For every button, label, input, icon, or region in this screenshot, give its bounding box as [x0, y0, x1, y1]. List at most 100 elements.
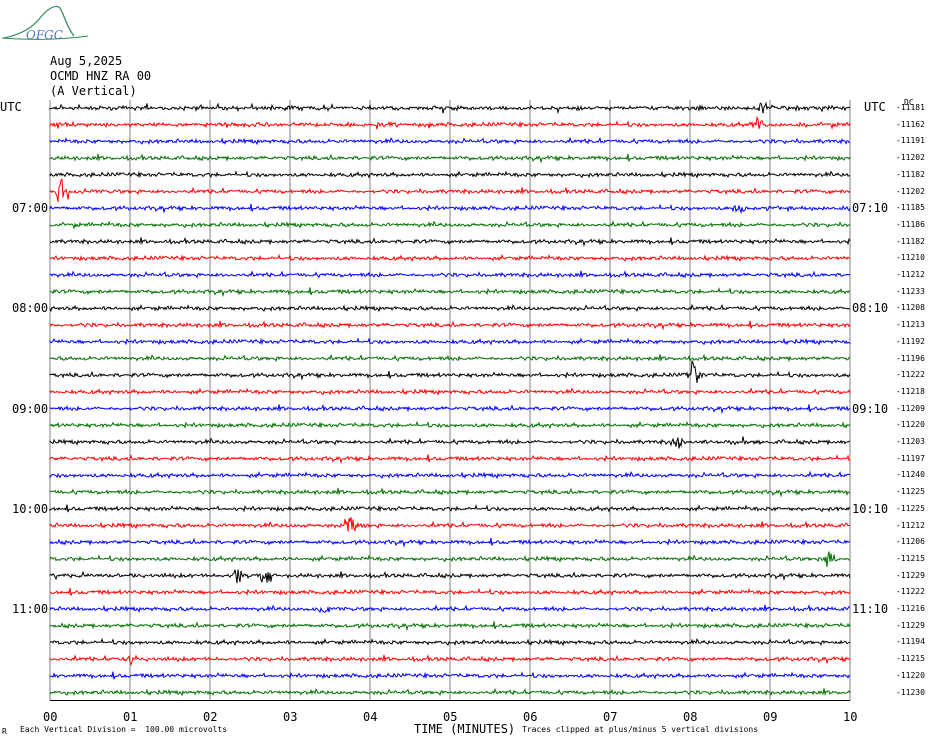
- trace-bias-label: -11197: [896, 453, 925, 463]
- trace-line-27: [49, 551, 851, 568]
- trace-bias-label: -11192: [896, 336, 925, 346]
- x-tick-label: 03: [283, 710, 298, 724]
- x-tick-label: 09: [763, 710, 778, 724]
- right-hour-label: 11:10: [852, 602, 889, 616]
- x-tick-label: 06: [523, 710, 538, 724]
- trace-line-5: [49, 178, 851, 202]
- trace-line-30: [49, 604, 851, 614]
- x-tick-label: 00: [43, 710, 58, 724]
- trace-line-34: [49, 671, 851, 680]
- trace-line-8: [49, 236, 851, 248]
- trace-line-24: [49, 504, 851, 513]
- trace-bias-label: -11216: [896, 604, 925, 613]
- trace-line-23: [49, 487, 851, 498]
- trace-line-3: [49, 153, 851, 164]
- trace-line-12: [49, 303, 851, 313]
- trace-line-28: [49, 569, 851, 584]
- trace-line-16: [49, 359, 851, 383]
- trace-line-25: [49, 516, 851, 533]
- trace-line-26: [49, 537, 851, 548]
- trace-line-33: [49, 654, 851, 666]
- trace-line-6: [49, 203, 851, 215]
- trace-bias-label: -11215: [896, 654, 925, 664]
- trace-bias-label: -11222: [896, 370, 925, 380]
- trace-line-0: [49, 101, 851, 115]
- trace-bias-label: -11191: [896, 136, 925, 146]
- trace-bias-label: -11162: [896, 119, 925, 129]
- trace-bias-label: -11213: [896, 320, 925, 330]
- trace-bias-label: -11220: [896, 670, 925, 680]
- trace-bias-label: -11208: [896, 303, 925, 313]
- bottom-corner-mark: R: [2, 727, 7, 736]
- trace-bias-label: -11182: [896, 169, 925, 179]
- trace-bias-label: -11225: [896, 487, 925, 497]
- x-axis-title: TIME (MINUTES): [414, 722, 516, 736]
- trace-group: [49, 101, 851, 697]
- right-hour-label: 09:10: [852, 401, 889, 416]
- trace-line-18: [49, 403, 851, 415]
- x-tick-label: 02: [203, 710, 218, 724]
- trace-bias-label: -11210: [896, 253, 925, 263]
- trace-bias-label: -11181: [896, 103, 925, 112]
- trace-bias-label: -11209: [896, 403, 925, 413]
- left-hour-label: 10:00: [12, 501, 49, 516]
- trace-bias-label: -11220: [896, 420, 925, 430]
- station-code: OCMD HNZ RA 00: [50, 69, 152, 83]
- trace-line-19: [49, 420, 851, 430]
- x-tick-label: 10: [843, 710, 858, 724]
- trace-bias-label: -11203: [896, 437, 925, 446]
- trace-line-32: [49, 637, 851, 647]
- trace-line-4: [49, 170, 850, 179]
- trace-bias-label: -11225: [896, 503, 925, 513]
- trace-line-11: [49, 287, 851, 298]
- trace-line-21: [49, 454, 851, 465]
- trace-line-1: [49, 115, 851, 130]
- trace-bias-label: -11222: [896, 587, 925, 597]
- ofgc-logo: OFGC: [1, 5, 89, 42]
- trace-bias-label: -11194: [896, 637, 925, 647]
- trace-bias-label: -11218: [896, 386, 925, 396]
- logo-mountain: [3, 5, 75, 39]
- trace-line-29: [49, 587, 851, 597]
- trace-bias-label: -11212: [896, 270, 925, 279]
- x-tick-label: 05: [443, 710, 458, 724]
- right-hour-label: 07:10: [852, 201, 889, 216]
- trace-bias-label: -11229: [896, 570, 925, 580]
- trace-bias-label: -11233: [896, 286, 925, 296]
- trace-line-7: [49, 220, 851, 231]
- trace-line-15: [49, 353, 851, 363]
- trace-bias-label: -11229: [896, 620, 925, 630]
- trace-bias-label: -11186: [896, 219, 925, 229]
- trace-bias-label: -11182: [896, 236, 925, 246]
- x-tick-label: 04: [363, 710, 378, 724]
- left-hour-label: 07:00: [12, 201, 49, 216]
- trace-line-31: [49, 621, 851, 632]
- trace-bias-label: -11202: [896, 153, 925, 163]
- x-tick-label: 01: [123, 710, 138, 724]
- trace-bias-label: -11240: [896, 470, 925, 480]
- minute-grid: [49, 100, 851, 701]
- left-hour-label: 11:00: [12, 602, 49, 616]
- x-tick-label: 07: [603, 710, 618, 724]
- trace-bias-label: -11206: [896, 537, 925, 547]
- left-hour-label: 09:00: [12, 401, 49, 416]
- trace-line-2: [49, 136, 851, 146]
- record-date: Aug 5,2025: [50, 54, 123, 68]
- trace-bias-label: -11185: [896, 203, 925, 213]
- right-hour-label: 10:10: [852, 501, 889, 516]
- vertical-division-note: Each Vertical Division = 100.00 microvol…: [20, 725, 228, 734]
- right-utc-label: UTC: [864, 100, 886, 114]
- dc-corner-mark: DC: [904, 98, 914, 107]
- trace-bias-label: -11230: [896, 687, 925, 697]
- trace-line-14: [49, 337, 851, 346]
- clipping-note: Traces clipped at plus/minus 5 vertical …: [522, 725, 759, 734]
- left-hour-label: 08:00: [12, 301, 49, 316]
- trace-line-20: [49, 436, 850, 449]
- x-tick-label: 08: [683, 710, 698, 724]
- trace-bias-label: -11215: [896, 553, 925, 563]
- logo-underline: [1, 35, 89, 40]
- trace-bias-label: -11202: [896, 186, 925, 196]
- trace-line-10: [49, 270, 851, 279]
- trace-line-13: [49, 320, 851, 331]
